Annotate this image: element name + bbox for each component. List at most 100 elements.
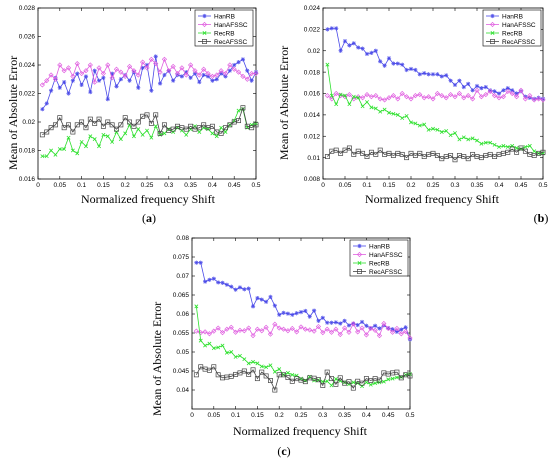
chart-b-recafssc-point	[373, 151, 379, 157]
chart-a-plot: 0 0.05 0.1 0.15 0.2 0.25 0.3 0.35 0.4 0.45 0.5 0.01…	[19, 5, 261, 189]
chart-a-hanrb-point	[118, 77, 123, 82]
chart-a-recrb-point	[83, 144, 88, 149]
chart-a-caption: (a)	[142, 211, 156, 225]
chart-c-recafssc-point	[263, 373, 269, 379]
chart-a-hanrb-point	[70, 78, 75, 83]
chart-a-y-axis-label: Mean of Absolute Error	[6, 55, 20, 170]
chart-b-hanrb-point	[369, 50, 374, 55]
chart-b-recrb-point	[356, 95, 361, 100]
chart-a-y-tick-label: 0.02	[22, 119, 35, 126]
chart-a-hanafssc-point	[100, 70, 106, 77]
chart-b-recafssc-point	[338, 150, 344, 156]
chart-c-recrb-point	[264, 365, 269, 370]
chart-c-recrb-point	[272, 369, 277, 374]
chart-a-recrb-point	[53, 152, 58, 157]
chart-b-recafssc-point	[514, 149, 520, 155]
chart-b-x-tick-label: 0.4	[494, 182, 503, 189]
chart-c-hanafssc-point	[193, 328, 199, 334]
chart-a-recafssc-point	[83, 125, 89, 131]
chart-c-y-tick-label: 0.08	[176, 235, 189, 242]
chart-b-hanrb-point	[496, 91, 502, 96]
chart-b-recafssc-point	[333, 147, 339, 153]
chart-b-recafssc-point	[346, 145, 352, 151]
chart-b-recafssc-point	[505, 149, 511, 155]
chart-c-recafssc-point	[285, 375, 291, 380]
chart-b-hanrb-point	[452, 82, 458, 88]
chart-a-hanafssc-point	[140, 59, 146, 65]
chart-c-hanafssc-point	[276, 325, 282, 331]
chart-b-hanafssc-point	[417, 91, 423, 98]
chart-a-hanafssc-point	[87, 62, 93, 68]
chart-c-recrb-point	[364, 380, 369, 385]
chart-a-recafssc-point	[92, 120, 98, 126]
chart-b-recrb-point	[466, 137, 471, 142]
chart-a-hanafssc-point	[166, 68, 172, 74]
chart-c-hanafssc-point	[202, 329, 208, 335]
chart-a-x-tick-label: 0.3	[164, 182, 173, 189]
chart-b-recafssc-point	[434, 153, 440, 158]
chart-c-recrb-point	[390, 376, 395, 381]
chart-a-hanafssc-point	[79, 70, 85, 77]
chart-c-hanafssc-point	[219, 330, 226, 336]
chart-b-recafssc-point	[364, 154, 370, 160]
chart-a-hanafssc-point	[192, 68, 198, 74]
chart-b-hanrb-point	[342, 39, 348, 44]
chart-a-recrb-point	[219, 125, 224, 130]
chart-a-hanafssc-point	[205, 70, 211, 77]
chart-a-hanrb-point	[44, 101, 49, 106]
chart-b-recrb-point	[347, 102, 352, 107]
chart-b-recrb-point	[532, 149, 537, 154]
chart-a-legend-label-recrb: RecRB	[214, 30, 235, 37]
chart-c-hanafssc-point	[224, 326, 230, 332]
chart-b-recafssc-point	[465, 156, 471, 162]
chart-a-hanafssc-point	[144, 65, 150, 71]
chart-c-hanrb-point	[216, 280, 221, 285]
chart-a-hanafssc-point	[83, 68, 89, 74]
chart-a-recafssc-point	[105, 119, 111, 125]
chart-a-hanrb-point	[140, 65, 145, 70]
chart-b-y-tick-label: 0.014	[304, 112, 321, 119]
chart-b-hanafssc-point	[426, 94, 432, 100]
chart-c-hanrb-point	[277, 312, 282, 317]
chart-b-hanafssc-point	[478, 94, 484, 100]
chart-a-hanrb-point	[92, 68, 97, 73]
chart-c-hanafssc-point	[368, 325, 374, 332]
chart-b-recafssc-point	[324, 154, 330, 160]
chart-a-recafssc-point	[52, 122, 58, 128]
chart-b-hanrb-point	[426, 72, 431, 77]
chart-b-x-tick-label: 0	[321, 182, 325, 189]
chart-b-recafssc-point	[540, 149, 546, 155]
chart-b-legend-marker-recrb	[490, 31, 495, 35]
chart-b-y-tick-label: 0.022	[304, 27, 321, 34]
chart-c-recafssc-point	[281, 372, 287, 378]
chart-b-hanafssc-point	[496, 95, 502, 101]
chart-a-hanafssc-point	[122, 73, 128, 79]
chart-c-hanrb-point	[377, 326, 382, 331]
chart-a-series-recafssc	[39, 105, 259, 138]
chart-c-hanrb-point	[285, 311, 291, 316]
chart-a-recrb-point	[249, 122, 254, 127]
chart-c-hanrb-point	[320, 315, 325, 320]
chart-a-recafssc-line	[42, 106, 257, 136]
chart-a-legend-marker-hanafssc	[201, 21, 208, 28]
chart-a-hanrb-point	[219, 71, 224, 76]
chart-b-x-tick-label: 0.25	[427, 182, 440, 189]
chart-c-y-axis-label: Mean of Absolute Error	[150, 301, 164, 416]
chart-a-recrb-point	[201, 125, 206, 130]
chart-c-hanafssc-point	[237, 327, 243, 333]
chart-c-hanafssc-point	[337, 331, 343, 338]
chart-c-hanafssc-point	[355, 329, 361, 335]
chart-b-hanrb-point	[360, 46, 365, 51]
chart-c-legend-marker-hanafssc	[356, 251, 363, 258]
chart-b-hanafssc-point	[474, 87, 480, 93]
chart-b-hanafssc-point	[487, 88, 493, 94]
chart-a-x-tick-label: 0.1	[77, 182, 86, 189]
chart-c-hanafssc-point	[298, 324, 304, 330]
chart-c-hanafssc-point	[267, 331, 274, 337]
chart-b-x-tick-label: 0.35	[471, 182, 484, 189]
chart-a-hanafssc-point	[231, 66, 237, 72]
chart-c-caption: (c)	[277, 444, 291, 458]
chart-a-recafssc-point	[118, 122, 124, 128]
chart-b-hanafssc-point	[421, 95, 427, 101]
chart-a-hanafssc-point	[214, 72, 220, 78]
